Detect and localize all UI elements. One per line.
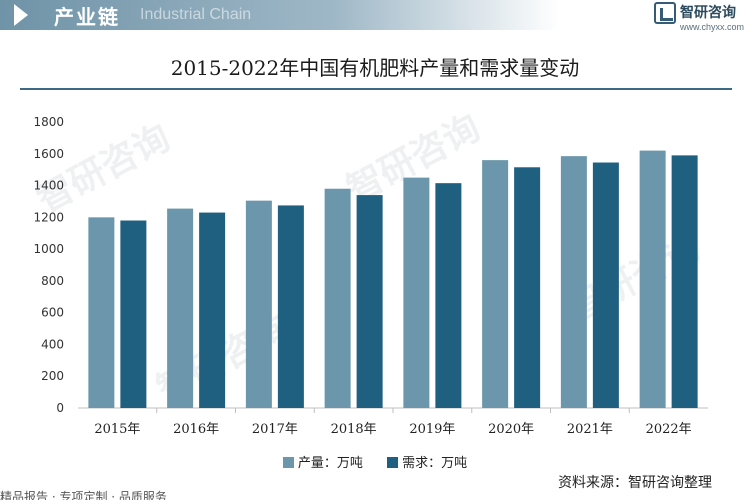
legend-swatch-production	[282, 457, 294, 468]
bar-production	[560, 156, 587, 408]
bar-production	[324, 188, 351, 408]
bar-demand	[356, 195, 383, 408]
x-tick-label: 2015年	[94, 422, 140, 437]
bar-demand	[120, 220, 147, 408]
legend-label-demand: 需求：万吨	[402, 456, 468, 471]
x-tick-label: 2019年	[409, 422, 455, 437]
chart-title: 2015-2022年中国有机肥料产量和需求量变动	[170, 56, 580, 80]
x-tick-label: 2022年	[646, 422, 692, 437]
legend-item-demand: 需求：万吨	[387, 452, 467, 471]
brand-name: 智研咨询	[680, 5, 736, 21]
y-tick-label: 1200	[33, 210, 64, 224]
bar-demand	[592, 162, 619, 408]
header-triangle-icon	[14, 4, 28, 26]
x-tick-label: 2020年	[488, 422, 534, 437]
section-title: 产业链	[54, 5, 120, 29]
y-tick-label: 600	[41, 306, 64, 320]
legend-item-production: 产量：万吨	[282, 452, 363, 471]
title-rule	[20, 88, 732, 90]
chart-legend: 产量：万吨 需求：万吨	[0, 452, 750, 471]
y-tick-label: 400	[41, 337, 64, 351]
bar-demand	[671, 155, 698, 408]
header-bar: 产业链 Industrial Chain 智研咨询 www.chyxx.com	[0, 0, 750, 34]
legend-swatch-demand	[387, 457, 399, 468]
bar-production	[167, 208, 194, 408]
bar-production	[245, 200, 272, 408]
y-tick-label: 0	[56, 401, 64, 415]
source-note: 资料来源：智研咨询整理	[558, 475, 712, 491]
y-tick-label: 1600	[33, 147, 64, 161]
bar-demand	[277, 205, 304, 408]
bar-demand	[514, 167, 541, 408]
bar-demand	[435, 183, 462, 408]
bar-production	[639, 150, 666, 408]
y-tick-label: 200	[41, 369, 64, 383]
brand-logo-icon	[654, 2, 676, 24]
x-tick-label: 2021年	[567, 422, 613, 437]
bottom-tagline: 精品报告 · 专项定制 · 品质服务	[0, 490, 167, 500]
y-tick-label: 1000	[33, 242, 64, 256]
x-tick-label: 2018年	[331, 422, 377, 437]
y-tick-label: 1800	[33, 115, 64, 129]
bar-production	[482, 160, 509, 408]
legend-label-production: 产量：万吨	[297, 456, 363, 471]
header-stripe	[0, 0, 560, 30]
brand-url: www.chyxx.com	[680, 22, 745, 32]
bar-production	[88, 217, 115, 408]
section-subtitle: Industrial Chain	[140, 6, 252, 23]
y-tick-label: 1400	[33, 179, 64, 193]
x-tick-label: 2016年	[173, 422, 219, 437]
brand-logo: 智研咨询 www.chyxx.com	[654, 2, 746, 34]
y-tick-label: 800	[41, 274, 64, 288]
bar-demand	[199, 212, 226, 408]
x-tick-label: 2017年	[252, 422, 298, 437]
bar-production	[403, 177, 430, 408]
